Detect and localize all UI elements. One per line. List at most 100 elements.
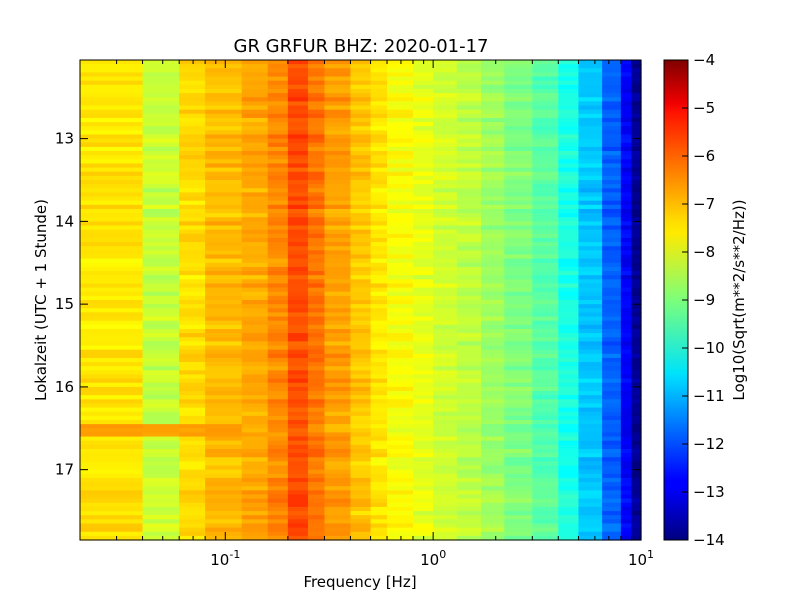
heatmap-cell (287, 217, 309, 222)
heatmap-cell (602, 527, 622, 533)
heatmap-cell (241, 291, 269, 297)
heatmap-cell (80, 308, 144, 314)
heatmap-cell (578, 80, 603, 86)
heatmap-cell (433, 287, 458, 293)
heatmap-cell (413, 287, 434, 293)
heatmap-cell (433, 316, 458, 322)
heatmap-cell (602, 184, 622, 189)
heatmap-cell (287, 204, 309, 210)
heatmap-cell (142, 399, 180, 405)
heatmap-cell (287, 502, 309, 508)
heatmap-cell (142, 68, 180, 74)
heatmap-cell (324, 258, 352, 264)
heatmap-cell (387, 494, 414, 500)
heatmap-cell (205, 117, 243, 123)
heatmap-cell (456, 436, 482, 442)
heatmap-cell (433, 250, 458, 256)
heatmap-cell (413, 159, 434, 165)
heatmap-cell (504, 415, 533, 421)
heatmap-cell (205, 287, 243, 293)
heatmap-cell (558, 494, 580, 500)
heatmap-cell (370, 76, 388, 82)
heatmap-cell (631, 444, 642, 450)
heatmap-cell (387, 275, 414, 280)
heatmap-cell (179, 337, 206, 342)
heatmap-cell (481, 117, 505, 123)
heatmap-cell (578, 175, 603, 181)
heatmap-cell (481, 76, 505, 82)
heatmap-cell (308, 357, 326, 363)
heatmap-cell (267, 357, 289, 363)
heatmap-cell (350, 151, 372, 156)
heatmap-cell (532, 457, 559, 462)
heatmap-cell (287, 200, 309, 206)
heatmap-cell (324, 242, 352, 247)
heatmap-cell (179, 72, 206, 78)
heatmap-cell (456, 146, 482, 152)
heatmap-cell (287, 159, 309, 165)
heatmap-cell (267, 486, 289, 491)
heatmap-cell (267, 511, 289, 516)
heatmap-cell (287, 482, 309, 487)
heatmap-cell (602, 171, 622, 177)
heatmap-cell (80, 502, 144, 508)
heatmap-cell (602, 142, 622, 148)
heatmap-cell (532, 246, 559, 251)
heatmap-cell (370, 64, 388, 69)
heatmap-cell (241, 333, 269, 338)
heatmap-cell (456, 142, 482, 148)
heatmap-cell (387, 523, 414, 529)
heatmap-cell (413, 122, 434, 127)
heatmap-cell (179, 196, 206, 202)
heatmap-cell (179, 287, 206, 293)
heatmap-cell (267, 93, 289, 98)
heatmap-cell (350, 448, 372, 454)
heatmap-cell (631, 242, 642, 247)
heatmap-cell (205, 523, 243, 529)
heatmap-cell (80, 204, 144, 210)
heatmap-cell (287, 391, 309, 396)
heatmap-cell (308, 72, 326, 78)
heatmap-cell (179, 266, 206, 272)
heatmap-cell (241, 341, 269, 347)
heatmap-cell (387, 254, 414, 260)
heatmap-cell (324, 440, 352, 446)
heatmap-cell (370, 155, 388, 160)
heatmap-cell (387, 300, 414, 305)
heatmap-cell (620, 146, 633, 152)
heatmap-cell (80, 200, 144, 206)
heatmap-cell (456, 353, 482, 359)
heatmap-cell (620, 275, 633, 280)
heatmap-cell (370, 448, 388, 454)
heatmap-cell (631, 233, 642, 239)
heatmap-cell (267, 424, 289, 429)
heatmap-cell (578, 242, 603, 247)
heatmap-cell (80, 357, 144, 363)
heatmap-cell (205, 295, 243, 301)
heatmap-cell (532, 142, 559, 148)
heatmap-cell (287, 494, 309, 500)
heatmap-cell (350, 465, 372, 471)
heatmap-cell (578, 490, 603, 496)
heatmap-cell (481, 378, 505, 384)
heatmap-cell (481, 204, 505, 210)
heatmap-cell (241, 328, 269, 334)
heatmap-cell (532, 242, 559, 247)
heatmap-cell (387, 221, 414, 227)
heatmap-cell (324, 349, 352, 355)
heatmap-cell (179, 175, 206, 181)
heatmap-cell (620, 312, 633, 318)
heatmap-cell (433, 457, 458, 462)
heatmap-cell (558, 461, 580, 467)
heatmap-cell (324, 208, 352, 214)
heatmap-cell (324, 196, 352, 202)
heatmap-cell (350, 159, 372, 165)
heatmap-cell (631, 420, 642, 425)
heatmap-cell (142, 535, 180, 541)
heatmap-cell (350, 72, 372, 78)
colorbar-tick-label: −11 (693, 387, 725, 405)
heatmap-cell (433, 105, 458, 111)
heatmap-cell (532, 482, 559, 487)
heatmap-cell (504, 68, 533, 74)
heatmap-cell (241, 399, 269, 405)
